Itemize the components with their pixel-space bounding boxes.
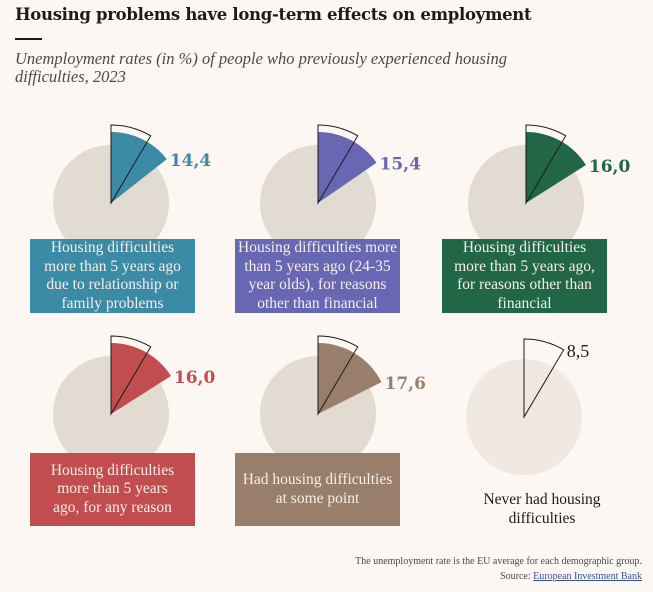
pie-reference-wedge [523,338,565,419]
pie-value-wedge [111,132,167,203]
footer-note: The unemployment rate is the EU average … [355,556,642,567]
category-label: Never had housing difficulties [483,491,601,527]
pie-panel: 16,0 [468,124,631,261]
chart-title: Housing problems have long-term effects … [15,5,532,24]
pie-value-wedge [111,342,171,414]
pie-reference-wedge [110,335,152,416]
category-label: Housing difficulties more than 5 years a… [30,239,195,313]
pie-value-label: 14,4 [170,151,212,171]
pie-panel: 17,6 [260,335,426,472]
pie-value-label: 15,4 [380,155,422,175]
pie-panel: 8,5 [466,338,590,475]
pie-value-label: 17,6 [385,374,426,394]
footer-source: Source: European Investment Bank [500,571,642,582]
title-rule [15,38,42,40]
pie-value-label: 16,0 [589,157,631,177]
pie-reference-wedge [317,124,359,205]
pie-reference-wedge [525,124,567,205]
pie-reference-wedge [110,124,152,205]
pie-value-label: 8,5 [567,341,590,361]
category-label: Housing difficulties more than 5 years a… [235,239,400,313]
pie-panel: 16,0 [53,335,216,472]
pie-reference-wedge [317,335,359,416]
pie-value-wedge [318,343,382,414]
category-label: Had housing difficulties at some point [235,453,400,526]
pie-panel: 14,4 [53,124,212,261]
category-label: Housing difficulties more than 5 years a… [442,239,607,313]
pie-value-wedge [526,132,586,203]
pie-value-label: 16,0 [174,368,216,388]
source-link[interactable]: European Investment Bank [533,571,642,582]
source-prefix: Source: [500,571,534,582]
pie-value-wedge [318,132,377,203]
category-label: Housing difficulties more than 5 years a… [30,453,195,526]
pie-panel: 15,4 [260,124,422,261]
chart-subtitle: Unemployment rates (in %) of people who … [15,49,507,86]
